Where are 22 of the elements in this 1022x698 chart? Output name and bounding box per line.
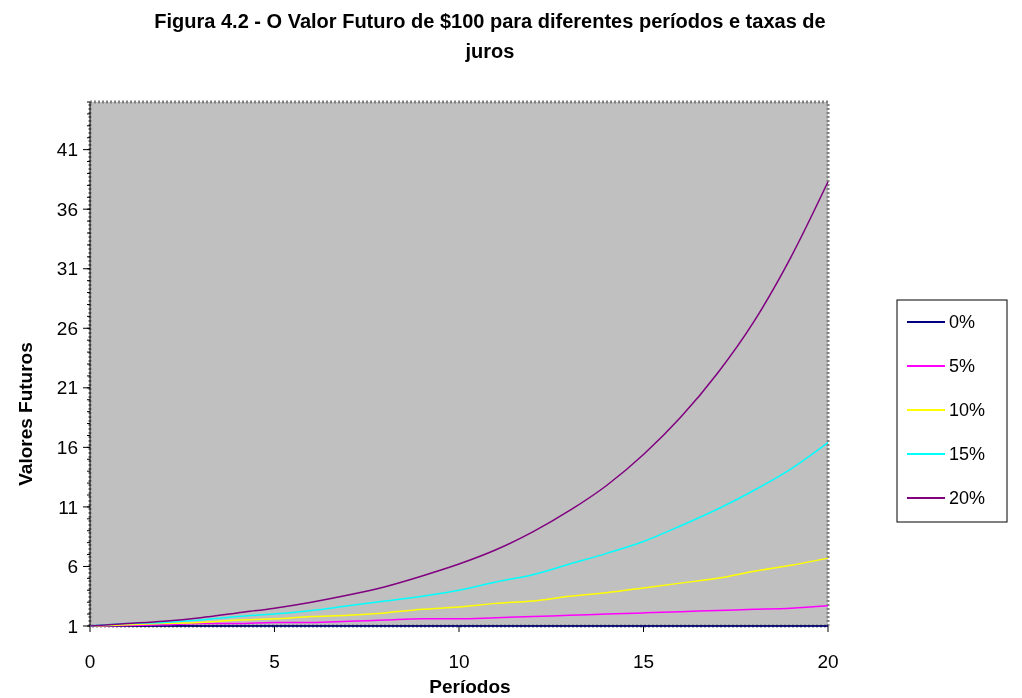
x-tick-label: 5 [269,651,280,672]
legend-label: 5% [949,356,976,377]
legend-label: 15% [949,444,986,465]
y-tick-label: 36 [56,198,78,220]
y-tick-label: 16 [56,437,78,459]
y-tick-label: 11 [58,496,78,518]
y-tick-label: 6 [67,556,78,578]
x-tick-label: 15 [632,651,655,672]
y-axis-title: Valores Futuros [15,342,36,486]
y-tick-label: 21 [56,377,78,399]
legend-label: 10% [949,400,986,421]
chart-title: Figura 4.2 - O Valor Futuro de $100 para diferentes períodos e taxas de juros [154,10,826,62]
y-tick-label: 41 [56,139,78,161]
y-tick-label: 1 [67,615,78,637]
y-tick-label: 31 [56,258,78,280]
legend-label: 20% [949,488,986,509]
x-tick-label: 10 [448,651,470,672]
y-tick-label: 26 [56,317,78,339]
x-tick-label: 0 [84,651,96,672]
x-tick-label: 20 [817,651,839,672]
legend-label: 0% [949,312,976,333]
x-axis-title: Períodos [429,676,511,697]
